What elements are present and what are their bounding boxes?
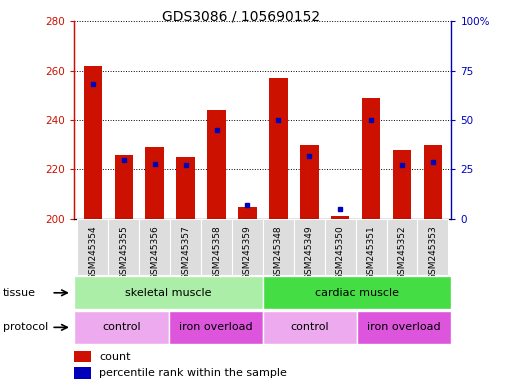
Bar (325, 219, 356, 275)
Text: tissue: tissue (3, 288, 35, 298)
Bar (386, 219, 418, 275)
Text: GDS3086 / 105690152: GDS3086 / 105690152 (162, 10, 320, 23)
Text: GSM245349: GSM245349 (305, 225, 314, 280)
Text: iron overload: iron overload (367, 322, 441, 333)
Bar (84, 66, 102, 219)
Text: GSM245354: GSM245354 (88, 225, 97, 280)
Bar (74, 276, 263, 309)
Bar (362, 98, 380, 219)
Bar (300, 145, 319, 219)
Text: protocol: protocol (3, 322, 48, 333)
Text: skeletal muscle: skeletal muscle (125, 288, 212, 298)
Text: GSM245353: GSM245353 (428, 225, 438, 280)
Text: GSM245355: GSM245355 (120, 225, 128, 280)
Bar (294, 219, 325, 275)
Bar (357, 311, 451, 344)
Bar (393, 150, 411, 219)
Bar (424, 145, 442, 219)
Bar (108, 219, 140, 275)
Bar (146, 147, 164, 219)
Bar (74, 311, 169, 344)
Text: GSM245348: GSM245348 (274, 225, 283, 280)
Bar (170, 219, 201, 275)
Bar (77, 219, 108, 275)
Bar (140, 219, 170, 275)
Text: GSM245352: GSM245352 (398, 225, 406, 280)
Bar (263, 219, 294, 275)
Text: GSM245359: GSM245359 (243, 225, 252, 280)
Bar (207, 110, 226, 219)
Text: GSM245351: GSM245351 (367, 225, 376, 280)
Bar (238, 207, 256, 219)
Text: GSM245357: GSM245357 (181, 225, 190, 280)
Bar (74, 367, 91, 379)
Bar (176, 157, 195, 219)
Bar (356, 219, 386, 275)
Text: control: control (291, 322, 329, 333)
Text: GSM245358: GSM245358 (212, 225, 221, 280)
Bar (114, 155, 133, 219)
Text: GSM245350: GSM245350 (336, 225, 345, 280)
Bar (269, 78, 288, 219)
Bar (331, 217, 349, 219)
Text: percentile rank within the sample: percentile rank within the sample (99, 368, 287, 378)
Bar (169, 311, 263, 344)
Bar (232, 219, 263, 275)
Bar (263, 276, 451, 309)
Text: count: count (99, 352, 130, 362)
Bar (418, 219, 448, 275)
Text: iron overload: iron overload (179, 322, 252, 333)
Bar (263, 311, 357, 344)
Text: cardiac muscle: cardiac muscle (315, 288, 399, 298)
Bar (201, 219, 232, 275)
Bar (74, 351, 91, 362)
Text: GSM245356: GSM245356 (150, 225, 159, 280)
Text: control: control (102, 322, 141, 333)
